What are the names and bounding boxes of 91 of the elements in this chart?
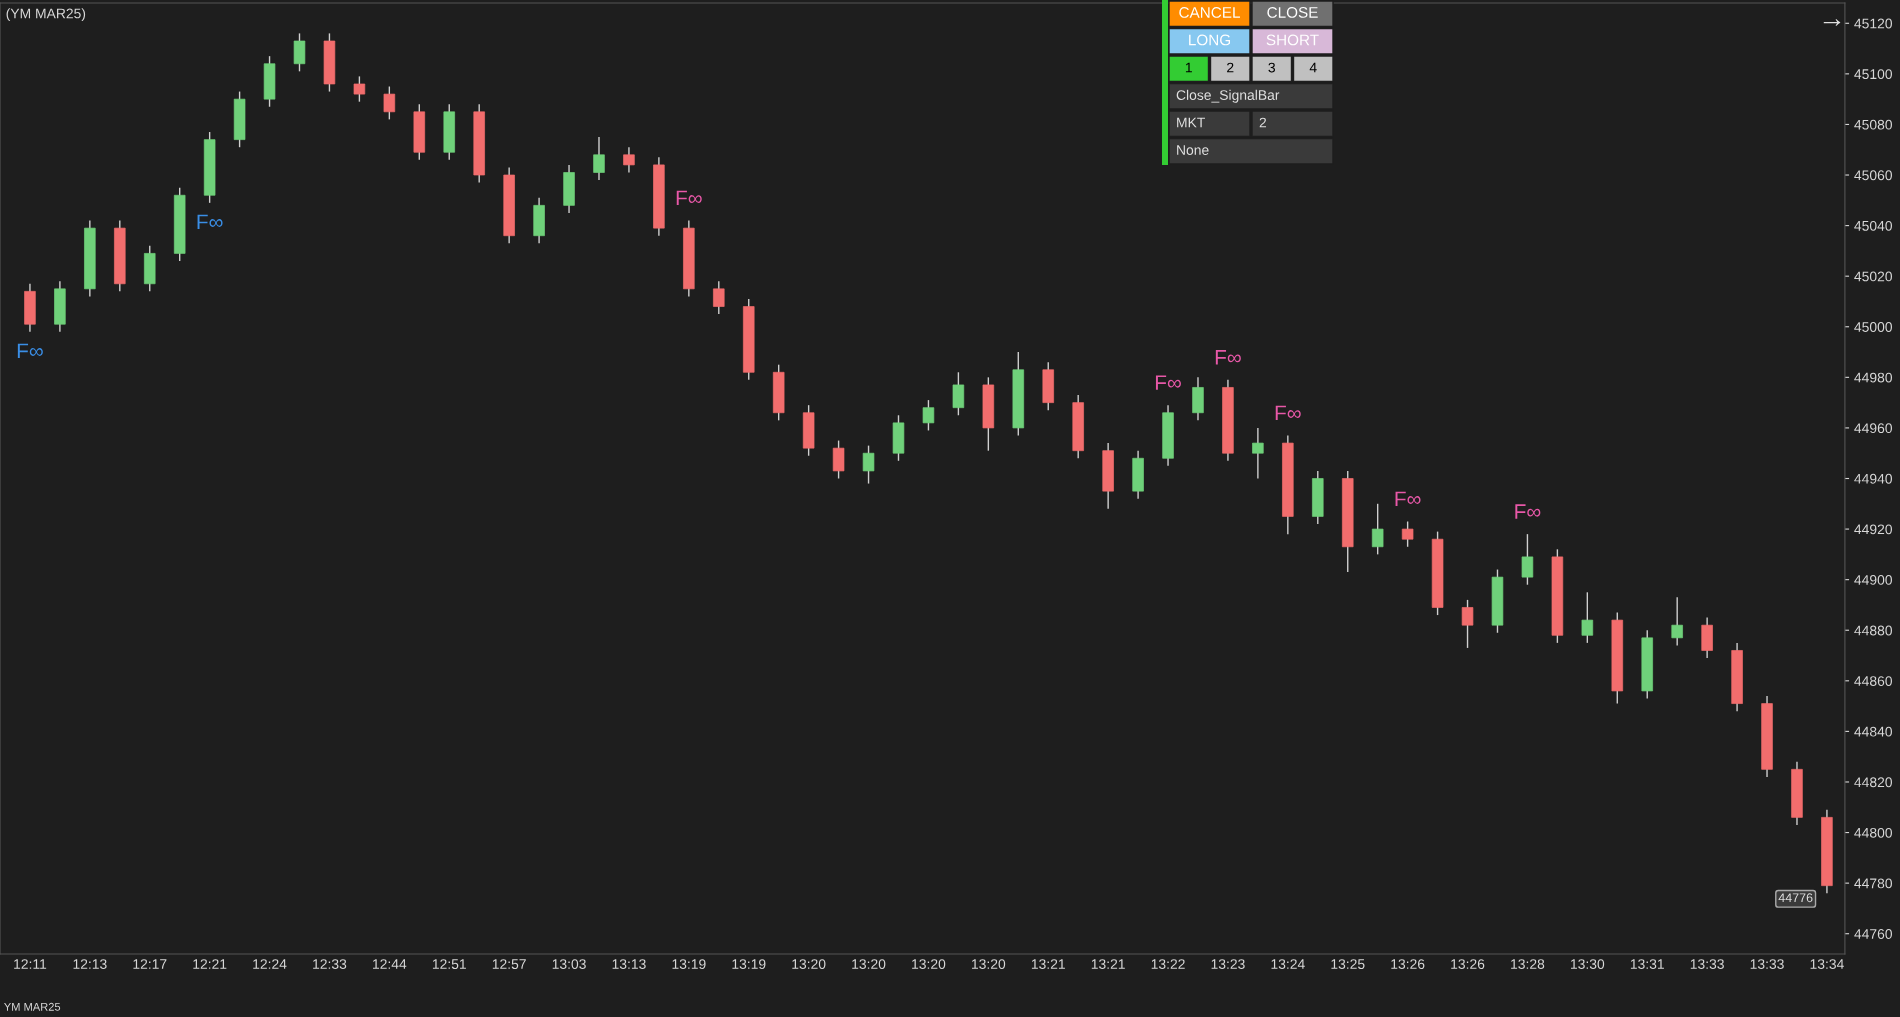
y-tick-label: 45040 [1854, 220, 1893, 231]
x-tick-label: 12:44 [373, 959, 407, 969]
y-tick-label: 44860 [1854, 676, 1893, 686]
y-tick-label: 44780 [1854, 878, 1893, 889]
x-tick-label: 12:21 [193, 959, 227, 969]
annotation: F∞ [1275, 405, 1301, 421]
candlestick [1252, 427, 1264, 480]
x-tick-label: 13:24 [1271, 959, 1305, 970]
y-tick-label: 45100 [1854, 69, 1893, 80]
annotation: 3 [1268, 62, 1275, 73]
candlestick [1401, 520, 1414, 548]
x-tick-label: 12:51 [432, 959, 466, 970]
annotation: F∞ [1395, 491, 1421, 507]
x-tick-label: 13:25 [1331, 959, 1365, 970]
y-tick-label: 44820 [1854, 777, 1893, 788]
y-tick-label: 44960 [1854, 423, 1893, 434]
candlestick [353, 75, 366, 103]
annotation: LONG [1189, 34, 1231, 46]
x-tick-label: 13:31 [1630, 959, 1664, 970]
x-tick-label: 12:11 [14, 959, 47, 969]
candlestick [623, 146, 635, 174]
y-tick-label: 44880 [1854, 625, 1893, 636]
x-tick-label: 13:23 [1211, 959, 1245, 970]
annotation: F∞ [197, 214, 223, 230]
annotation: 4 [1309, 62, 1317, 73]
x-tick-label: 13:21 [1031, 959, 1065, 970]
x-tick-label: 12:33 [313, 959, 347, 970]
y-tick-label: 45080 [1854, 119, 1893, 130]
annotation: 44776 [1778, 893, 1813, 903]
candlestick [593, 136, 605, 181]
annotation: 2 [1259, 117, 1267, 128]
x-tick-label: 13:03 [552, 959, 586, 970]
annotation: CLOSE [1267, 7, 1318, 18]
chart-title: (YM MAR25) [6, 8, 86, 22]
annotation: CANCEL [1179, 7, 1240, 18]
x-tick-label: 13:13 [612, 959, 646, 970]
candlestick [1521, 533, 1534, 586]
annotation: None [1177, 145, 1209, 155]
x-tick-label: 13:26 [1451, 959, 1485, 970]
annotation: 1 [1185, 62, 1192, 73]
annotation: MKT [1177, 117, 1205, 128]
x-tick-label: 12:13 [73, 959, 107, 970]
annotation: SHORT [1266, 34, 1319, 46]
x-tick-label: 12:24 [253, 959, 287, 969]
x-tick-label: 13:20 [792, 959, 826, 970]
y-tick-label: 44840 [1854, 726, 1893, 737]
x-tick-label: 13:20 [852, 959, 886, 970]
x-tick-label: 13:33 [1690, 959, 1724, 970]
candlestick [1371, 503, 1384, 556]
x-tick-label: 13:20 [972, 959, 1006, 970]
candlestick [832, 439, 845, 480]
annotation: → [1823, 19, 1841, 26]
annotation: F∞ [1515, 504, 1541, 519]
y-tick-label: 45020 [1854, 271, 1893, 282]
candlestick [1671, 596, 1683, 647]
x-tick-label: 12:57 [492, 959, 526, 970]
x-tick-label: 12:17 [133, 959, 167, 969]
y-tick-label: 44980 [1854, 372, 1893, 383]
y-tick-label: 45000 [1854, 322, 1893, 332]
x-tick-label: 13:20 [912, 959, 946, 970]
annotation: F∞ [17, 343, 43, 359]
x-tick-label: 13:34 [1810, 959, 1844, 970]
y-tick-label: 44920 [1854, 524, 1893, 535]
y-tick-label: 45120 [1854, 18, 1893, 29]
candlestick [862, 444, 875, 485]
candlestick [952, 371, 965, 416]
annotation: F∞ [1155, 375, 1181, 390]
y-tick-label: 45060 [1854, 170, 1893, 181]
candlestick [1581, 591, 1594, 644]
candlestick [383, 85, 396, 121]
x-tick-label: 13:28 [1511, 959, 1545, 970]
y-tick-label: 44800 [1854, 827, 1893, 838]
x-tick-label: 13:19 [672, 959, 706, 970]
x-tick-label: 13:22 [1151, 959, 1185, 970]
x-tick-label: 13:30 [1571, 959, 1605, 970]
candlestick [922, 399, 935, 432]
x-tick-label: 13:19 [732, 959, 766, 970]
y-tick-label: 44900 [1854, 574, 1893, 585]
annotation: Close_SignalBar [1176, 89, 1280, 103]
text: YM MAR25 [4, 1002, 61, 1011]
annotation: F∞ [1215, 350, 1241, 365]
candlestick [1461, 599, 1474, 649]
x-tick-label: 13:21 [1091, 959, 1125, 970]
x-tick-label: 13:33 [1750, 959, 1784, 970]
candlestick [293, 32, 306, 73]
x-tick-label: 13:26 [1391, 959, 1425, 970]
y-tick-label: 44940 [1854, 473, 1893, 484]
candlestick [713, 280, 725, 315]
annotation: F∞ [676, 190, 702, 206]
annotation: 2 [1227, 62, 1234, 73]
y-tick-label: 44760 [1854, 929, 1893, 939]
